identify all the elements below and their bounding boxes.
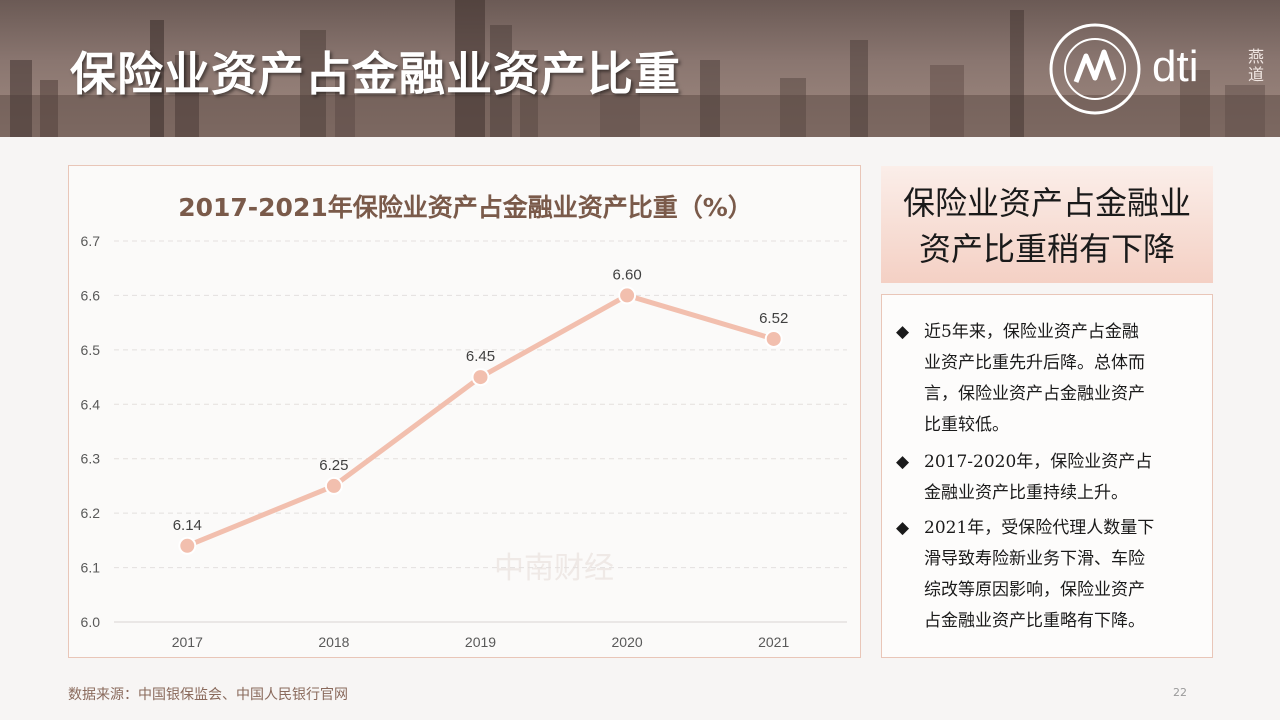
x-tick-label: 2021 — [758, 634, 789, 650]
summary-bullets-box: ◆ 近5年来，保险业资产占金融 业资产比重先升后降。总体而 言，保险业资产占金融… — [881, 294, 1213, 658]
bullet-item-3: ◆ 2021年，受保险代理人数量下 滑导致寿险新业务下滑、车险 综改等原因影响，… — [896, 513, 1202, 637]
data-point — [324, 476, 343, 495]
chart-title: 2017-2021年保险业资产占金融业资产比重（%） — [178, 193, 753, 222]
summary-heading-line-2: 资产比重稍有下降 — [918, 230, 1175, 268]
diamond-bullet-icon: ◆ — [896, 322, 910, 342]
y-tick-label: 6.5 — [81, 342, 101, 358]
data-label: 6.14 — [173, 517, 202, 534]
data-point — [618, 286, 637, 305]
x-tick-label: 2018 — [318, 634, 349, 650]
bullet-3-line-4: 占金融业资产比重略有下降。 — [924, 611, 1145, 631]
y-tick-label: 6.2 — [81, 505, 101, 521]
line-chart: 中南财经 6.0 6.1 6.2 6.3 6.4 6.5 6.6 6.7 2017 2018 2019… — [81, 233, 847, 650]
bullet-1-line-3: 言，保险业资产占金融业资产 — [924, 384, 1145, 404]
data-point — [764, 329, 783, 348]
bullet-3-line-3: 综改等原因影响，保险业资产 — [924, 580, 1145, 600]
chart-panel: 2017-2021年保险业资产占金融业资产比重（%） 中南财经 6.0 6.1 6.2… — [68, 165, 861, 658]
bullet-item-1: ◆ 近5年来，保险业资产占金融 业资产比重先升后降。总体而 言，保险业资产占金融… — [896, 317, 1202, 441]
bullet-1-line-1: 近5年来，保险业资产占金融 — [924, 322, 1139, 342]
page-title: 保险业资产占金融业资产比重 — [70, 47, 681, 101]
bullet-2-line-2: 金融业资产比重持续上升。 — [924, 483, 1128, 503]
diamond-bullet-icon: ◆ — [896, 518, 910, 538]
data-label: 6.52 — [759, 310, 788, 327]
y-tick-label: 6.4 — [81, 396, 101, 412]
x-tick-label: 2017 — [172, 634, 203, 650]
bullet-3-line-1: 2021年，受保险代理人数量下 — [924, 518, 1155, 538]
y-tick-label: 6.7 — [81, 233, 101, 249]
y-tick-label: 6.6 — [81, 287, 101, 303]
data-point — [471, 368, 490, 387]
bullet-3-line-2: 滑导致寿险新业务下滑、车险 — [924, 549, 1145, 569]
x-tick-label: 2019 — [465, 634, 496, 650]
summary-heading-box: 保险业资产占金融业 资产比重稍有下降 — [881, 166, 1213, 283]
y-tick-label: 6.0 — [81, 614, 101, 630]
bullet-2-line-1: 2017-2020年，保险业资产占 — [924, 452, 1153, 472]
page-number: 22 — [1173, 686, 1187, 699]
data-label: 6.45 — [466, 348, 495, 365]
data-label: 6.60 — [612, 266, 641, 283]
bullet-item-2: ◆ 2017-2020年，保险业资产占 金融业资产比重持续上升。 — [896, 447, 1202, 509]
y-tick-label: 6.3 — [81, 451, 101, 467]
series-line — [184, 292, 777, 549]
data-point — [178, 536, 197, 555]
logo-side-text: 燕道 — [1248, 47, 1265, 84]
bullet-1-line-2: 业资产比重先升后降。总体而 — [924, 353, 1145, 373]
bullet-1-line-4: 比重较低。 — [924, 415, 1009, 435]
diamond-bullet-icon: ◆ — [896, 452, 910, 472]
header-banner: 保险业资产占金融业资产比重 dti 燕道 — [0, 0, 1280, 137]
research-center-logo-icon — [1049, 23, 1141, 115]
data-source-note: 数据来源：中国银保监会、中国人民银行官网 — [68, 687, 348, 703]
watermark-text: 中南财经 — [494, 551, 614, 586]
data-label: 6.25 — [319, 457, 348, 474]
summary-heading-line-1: 保险业资产占金融业 — [902, 184, 1191, 222]
y-tick-label: 6.1 — [81, 560, 101, 576]
x-tick-label: 2020 — [612, 634, 643, 650]
logo-wordmark: dti — [1152, 42, 1199, 91]
